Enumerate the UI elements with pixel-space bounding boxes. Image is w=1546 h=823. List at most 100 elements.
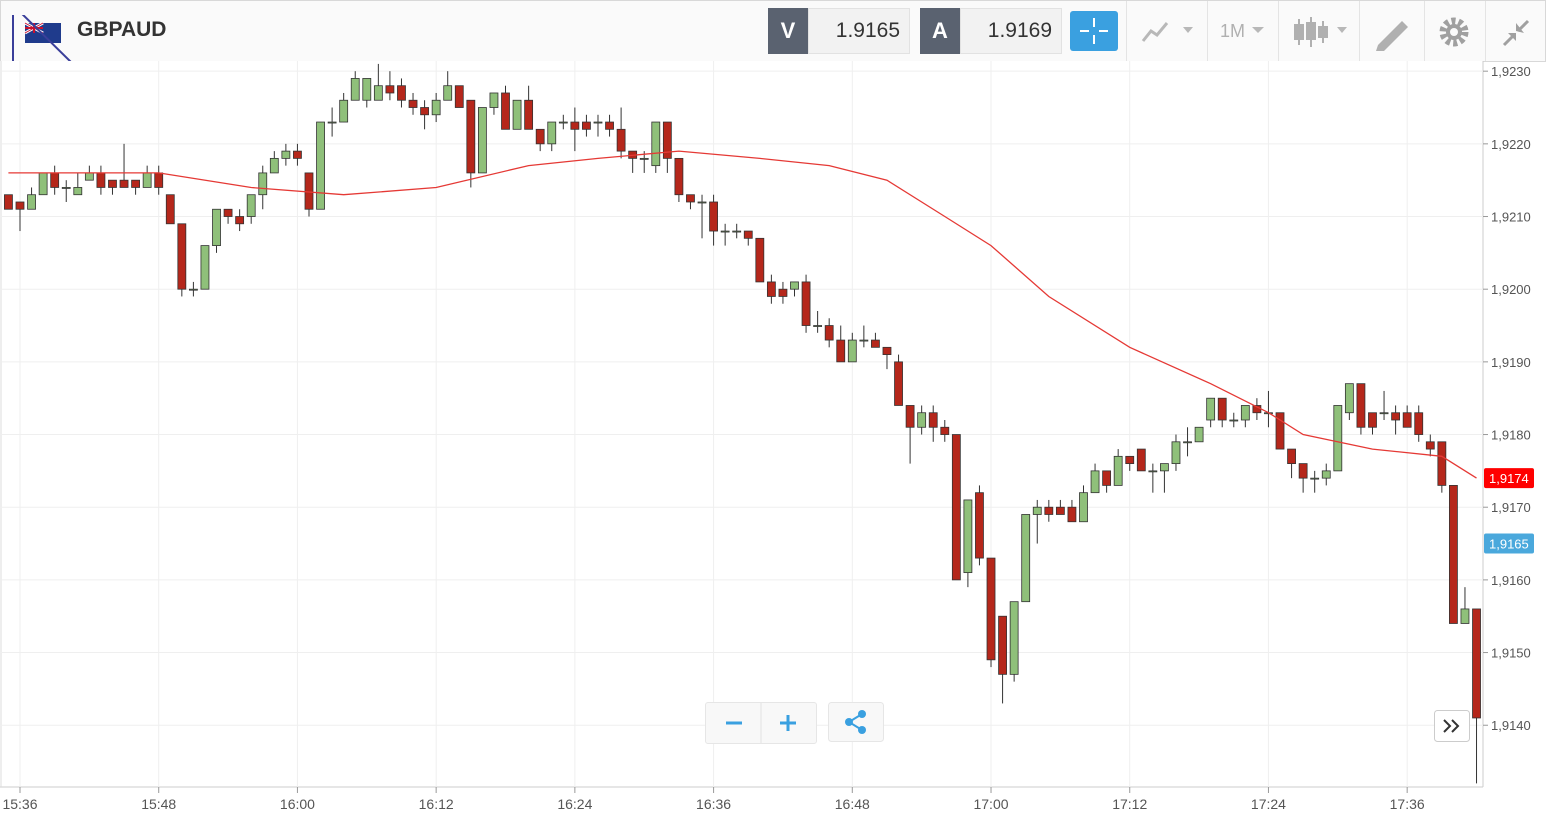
- ask-price: 1.9169: [987, 19, 1052, 42]
- candle-body: [882, 346, 892, 355]
- candle-button[interactable]: [1278, 1, 1359, 61]
- share-button[interactable]: [828, 702, 884, 742]
- candle-body: [489, 92, 499, 108]
- candle-body: [813, 325, 823, 327]
- collapse-icon: [1502, 19, 1530, 47]
- zoom-in[interactable]: [780, 715, 796, 731]
- timeframe: 1M: [1220, 21, 1246, 41]
- candle-body: [605, 121, 614, 130]
- candle-body: [766, 281, 776, 297]
- candle-body: [558, 121, 568, 124]
- candle-body: [1079, 492, 1088, 523]
- x-tick-label: 16:36: [696, 796, 731, 812]
- candle-body: [4, 194, 13, 210]
- price-label-box: [1484, 533, 1534, 554]
- candle-body: [801, 281, 811, 326]
- candle-body: [235, 216, 245, 225]
- candle-body: [212, 208, 221, 246]
- candle-icon: [1294, 17, 1347, 47]
- candle-body: [1310, 477, 1320, 480]
- draw-icon: [1376, 21, 1408, 51]
- zoom-controls: [705, 702, 817, 744]
- crosshair-button[interactable]: [1070, 11, 1118, 51]
- x-tick-label: 16:12: [419, 796, 454, 812]
- y-tick-label: 1,9190: [1491, 355, 1531, 370]
- timeframe-button[interactable]: 1M: [1207, 1, 1278, 61]
- settings-button[interactable]: [1424, 1, 1485, 61]
- candle-body: [454, 85, 464, 108]
- candle-body: [501, 92, 510, 130]
- candle-body: [1021, 514, 1031, 603]
- candle-body: [662, 121, 672, 159]
- candle-body: [154, 172, 164, 188]
- candle-body: [651, 121, 661, 167]
- candle-body: [686, 194, 695, 203]
- candle-body: [258, 172, 268, 196]
- line-icon: [1141, 22, 1193, 42]
- scroll-right-button[interactable]: [1434, 710, 1470, 742]
- price-label: 1,9165: [1489, 537, 1529, 552]
- candle-body: [1125, 455, 1135, 465]
- candles: [4, 63, 1481, 784]
- candle-body: [639, 157, 649, 160]
- y-tick-label: 1,9160: [1491, 573, 1531, 588]
- candle-body: [1183, 441, 1192, 444]
- candle-body: [940, 426, 950, 435]
- y-tick-label: 1,9220: [1491, 137, 1531, 152]
- collapse-button[interactable]: [1485, 1, 1546, 61]
- candle-body: [1391, 412, 1401, 421]
- candle-body: [1217, 397, 1227, 421]
- candle-body: [350, 78, 360, 101]
- candle-body: [269, 157, 279, 174]
- price-label-box: [1484, 468, 1534, 489]
- candle-body: [755, 237, 765, 283]
- chart-type-button[interactable]: [1126, 1, 1207, 61]
- candle-body: [998, 615, 1007, 675]
- candle-body: [316, 121, 325, 210]
- grid: [0, 61, 1483, 787]
- y-tick-label: 1,9200: [1491, 282, 1531, 297]
- candle-body: [616, 128, 626, 152]
- candle-body: [1379, 412, 1389, 415]
- candle-body: [1472, 608, 1481, 719]
- x-tick-label: 17:36: [1390, 796, 1425, 812]
- candle-body: [894, 361, 903, 406]
- candle-body: [362, 78, 372, 101]
- candle-body: [27, 194, 36, 210]
- candle-body: [1425, 441, 1435, 450]
- y-tick-label: 1,9210: [1491, 210, 1531, 225]
- candle-body: [131, 179, 140, 188]
- candle-body: [119, 179, 129, 188]
- candle-body: [547, 121, 557, 145]
- candle-body: [928, 412, 938, 428]
- candle-body: [1402, 412, 1412, 428]
- candle-body: [570, 121, 580, 130]
- candle-body: [674, 157, 684, 196]
- moving-average: [8, 150, 1477, 479]
- y-tick-label: 1,9140: [1491, 718, 1531, 733]
- candle-body: [1160, 463, 1169, 472]
- draw-button[interactable]: [1359, 1, 1424, 61]
- x-tick-label: 17:00: [973, 796, 1008, 812]
- ask-box[interactable]: [960, 8, 1062, 54]
- candle-body: [38, 172, 48, 196]
- x-tick-label: 16:48: [835, 796, 870, 812]
- candle-body: [1240, 405, 1250, 421]
- candle-body: [1113, 455, 1123, 486]
- candle-body: [165, 194, 175, 225]
- candle-body: [778, 288, 788, 297]
- candle-body: [1356, 383, 1366, 428]
- candle-body: [385, 85, 395, 94]
- candle-body: [73, 187, 83, 196]
- candle-body: [223, 208, 233, 217]
- bid-box[interactable]: [808, 8, 910, 54]
- candle-body: [732, 230, 742, 233]
- candle-body: [824, 325, 834, 341]
- candle-body: [871, 339, 880, 348]
- candle-body: [743, 230, 753, 239]
- chart: 1,9140 1,9150 1,9160 1,9170 1,9180 1,9190 1,92…: [0, 61, 1534, 812]
- candle-body: [951, 434, 961, 581]
- x-tick-label: 16:24: [557, 796, 592, 812]
- candle-body: [1414, 412, 1424, 435]
